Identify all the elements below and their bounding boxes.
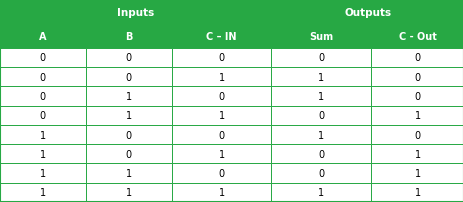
Text: 0: 0 [318, 111, 324, 121]
Bar [0, 164, 86, 183]
Text: 1: 1 [413, 187, 420, 197]
Bar [0, 48, 86, 68]
Text: 0: 0 [218, 92, 224, 101]
Bar [0, 0, 271, 25]
Text: 1: 1 [40, 187, 46, 197]
Text: 0: 0 [218, 53, 224, 63]
Text: 0: 0 [413, 130, 420, 140]
Bar [370, 25, 463, 48]
Bar [370, 164, 463, 183]
Text: 0: 0 [40, 92, 46, 101]
Text: A: A [39, 32, 47, 42]
Text: B: B [125, 32, 132, 42]
Text: 1: 1 [218, 187, 224, 197]
Text: 1: 1 [318, 130, 324, 140]
Bar [86, 125, 171, 144]
Text: 1: 1 [125, 187, 131, 197]
Bar [86, 183, 171, 202]
Bar [271, 106, 370, 125]
Text: 1: 1 [318, 92, 324, 101]
Bar [86, 25, 171, 48]
Text: 0: 0 [40, 72, 46, 82]
Text: Sum: Sum [309, 32, 332, 42]
Bar [0, 87, 86, 106]
Bar [271, 87, 370, 106]
Bar [86, 164, 171, 183]
Text: 1: 1 [218, 111, 224, 121]
Bar [171, 106, 271, 125]
Text: 1: 1 [218, 72, 224, 82]
Bar [271, 68, 370, 87]
Text: 0: 0 [413, 53, 420, 63]
Text: 1: 1 [40, 130, 46, 140]
Text: 0: 0 [40, 53, 46, 63]
Bar [171, 144, 271, 164]
Bar [171, 183, 271, 202]
Bar [86, 68, 171, 87]
Bar [370, 144, 463, 164]
Bar [271, 125, 370, 144]
Bar [171, 164, 271, 183]
Text: 0: 0 [318, 53, 324, 63]
Bar [370, 106, 463, 125]
Bar [271, 25, 370, 48]
Text: 1: 1 [318, 187, 324, 197]
Bar [370, 48, 463, 68]
Bar [370, 87, 463, 106]
Bar [370, 125, 463, 144]
Bar [0, 68, 86, 87]
Text: 0: 0 [125, 72, 131, 82]
Text: 1: 1 [40, 149, 46, 159]
Text: 0: 0 [218, 168, 224, 178]
Text: C - Out: C - Out [398, 32, 436, 42]
Bar [0, 183, 86, 202]
Bar [0, 106, 86, 125]
Bar [0, 125, 86, 144]
Bar [171, 25, 271, 48]
Text: 1: 1 [413, 149, 420, 159]
Bar [171, 87, 271, 106]
Bar [0, 144, 86, 164]
Text: 1: 1 [413, 111, 420, 121]
Text: 1: 1 [125, 111, 131, 121]
Bar [171, 68, 271, 87]
Text: 1: 1 [125, 168, 131, 178]
Text: 1: 1 [318, 72, 324, 82]
Bar [171, 48, 271, 68]
Text: 1: 1 [40, 168, 46, 178]
Text: 0: 0 [40, 111, 46, 121]
Text: C – IN: C – IN [206, 32, 236, 42]
Text: Inputs: Inputs [117, 8, 154, 18]
Text: 1: 1 [125, 92, 131, 101]
Bar [171, 125, 271, 144]
Text: 0: 0 [318, 149, 324, 159]
Text: 1: 1 [218, 149, 224, 159]
Text: 0: 0 [318, 168, 324, 178]
Text: 1: 1 [413, 168, 420, 178]
Bar [271, 164, 370, 183]
Bar [370, 68, 463, 87]
Bar [271, 183, 370, 202]
Text: 0: 0 [413, 92, 420, 101]
Bar [271, 144, 370, 164]
Text: 0: 0 [125, 130, 131, 140]
Bar [271, 0, 463, 25]
Text: 0: 0 [218, 130, 224, 140]
Text: 0: 0 [125, 149, 131, 159]
Bar [271, 48, 370, 68]
Text: Outputs: Outputs [344, 8, 390, 18]
Bar [86, 144, 171, 164]
Text: 0: 0 [125, 53, 131, 63]
Bar [0, 25, 86, 48]
Bar [86, 87, 171, 106]
Text: 0: 0 [413, 72, 420, 82]
Bar [86, 48, 171, 68]
Bar [86, 106, 171, 125]
Bar [370, 183, 463, 202]
